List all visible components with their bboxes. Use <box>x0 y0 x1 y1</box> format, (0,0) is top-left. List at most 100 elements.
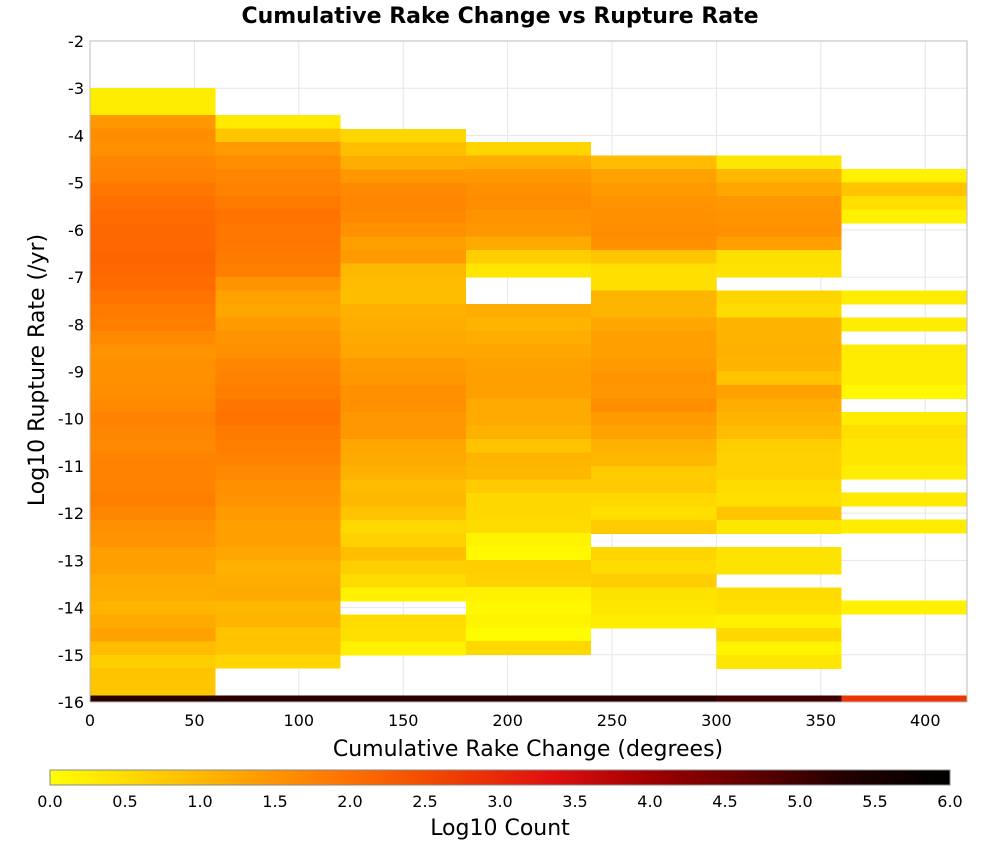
heatmap-cell <box>90 371 216 386</box>
y-tick-label: -13 <box>58 551 84 570</box>
heatmap-cell <box>215 357 341 372</box>
heatmap-cell <box>90 465 216 480</box>
heatmap-cell <box>90 438 216 453</box>
heatmap-cell <box>716 492 842 507</box>
heatmap-cell <box>340 412 466 427</box>
colorbar-tick-label: 5.5 <box>862 792 887 811</box>
heatmap-cell <box>591 425 717 440</box>
heatmap-cell <box>340 209 466 224</box>
heatmap-cell <box>340 546 466 561</box>
heatmap-cell <box>716 412 842 427</box>
y-axis-label: Log10 Rupture Rate (/yr) <box>25 234 50 506</box>
heatmap-cell <box>215 263 341 278</box>
heatmap-cell <box>591 695 717 703</box>
heatmap-cell <box>841 492 967 507</box>
heatmap-cell <box>716 398 842 413</box>
heatmap-cell <box>90 546 216 561</box>
heatmap-cell <box>841 209 967 224</box>
heatmap-cell <box>716 155 842 170</box>
heatmap-cell <box>465 506 592 521</box>
heatmap-cell <box>340 506 466 521</box>
heatmap-cell <box>465 438 592 453</box>
heatmap-cell <box>591 600 717 615</box>
heatmap-cell <box>591 331 717 346</box>
heatmap-cell <box>716 223 842 238</box>
colorbar-tick-label: 1.0 <box>187 792 212 811</box>
heatmap-cell <box>90 344 216 359</box>
heatmap-cell <box>90 169 216 184</box>
heatmap-cell <box>340 520 466 534</box>
x-tick-label: 100 <box>284 711 315 730</box>
heatmap-cell <box>90 600 216 615</box>
heatmap-cell <box>465 587 592 602</box>
heatmap-cell <box>841 357 967 372</box>
heatmap-cell <box>716 344 842 359</box>
heatmap-cell <box>90 411 216 426</box>
x-tick-label: 150 <box>388 711 419 730</box>
heatmap-cell <box>215 398 341 413</box>
y-tick-label: -12 <box>58 504 84 523</box>
heatmap-cell <box>465 479 592 494</box>
heatmap-cell <box>716 439 842 453</box>
heatmap-cell <box>90 209 216 224</box>
heatmap-cell <box>340 358 466 373</box>
heatmap-cell <box>591 236 717 251</box>
heatmap-cell <box>716 209 842 224</box>
heatmap-cell <box>340 614 466 629</box>
heatmap-cell <box>340 290 466 305</box>
y-tick-label: -16 <box>58 693 84 712</box>
heatmap-cell <box>465 303 592 318</box>
heatmap-cell <box>841 290 967 305</box>
heatmap-cell <box>716 641 842 656</box>
heatmap-cell <box>215 519 341 534</box>
heatmap-cell <box>340 317 466 332</box>
heatmap-cell <box>716 654 842 669</box>
heatmap-cell <box>90 627 216 642</box>
heatmap-cell <box>215 533 341 548</box>
heatmap-cell <box>340 196 466 211</box>
colorbar-label: Log10 Count <box>430 816 570 841</box>
heatmap-cell <box>215 695 341 703</box>
heatmap-cell <box>215 344 341 359</box>
heatmap-cell <box>215 425 341 440</box>
colorbar-ticks: 0.0 0.5 1.0 1.5 2.0 2.5 3.0 3.5 4.0 4.5 5.0 5.5 6.0 <box>37 792 962 811</box>
heatmap-cell <box>340 250 466 265</box>
heatmap-cell <box>340 155 466 170</box>
heatmap-cell <box>465 384 592 399</box>
heatmap-cell <box>90 384 216 399</box>
heatmap-cell <box>591 546 717 561</box>
heatmap-cell <box>591 250 717 265</box>
heatmap-cell <box>716 331 842 346</box>
colorbar-tick-label: 0.0 <box>37 792 62 811</box>
heatmap-cell <box>465 236 592 251</box>
heatmap-cell <box>591 196 717 211</box>
heatmap-cell <box>465 695 592 703</box>
heatmap-cell <box>215 560 341 575</box>
heatmap-cell <box>340 452 466 467</box>
heatmap-cell <box>215 627 341 642</box>
heatmap-cell <box>215 641 341 656</box>
heatmap-cell <box>591 317 717 332</box>
heatmap-cell <box>465 249 592 264</box>
heatmap-cell <box>215 276 341 291</box>
heatmap-cell <box>215 492 341 507</box>
heatmap-cell <box>465 344 592 359</box>
heatmap-cell <box>90 236 216 251</box>
heatmap-cell <box>841 411 967 426</box>
heatmap-cell <box>465 465 592 480</box>
heatmap-cell <box>215 587 341 602</box>
heatmap-cell <box>716 546 842 561</box>
heatmap-cell <box>465 371 592 386</box>
heatmap-cell <box>90 263 216 278</box>
heatmap-cell <box>90 398 216 413</box>
heatmap-cell <box>716 385 842 400</box>
heatmap-cell <box>90 223 216 238</box>
x-axis-label: Cumulative Rake Change (degrees) <box>333 737 723 762</box>
colorbar-tick-label: 2.0 <box>337 792 362 811</box>
heatmap-cell <box>215 411 341 426</box>
heatmap-cell <box>465 560 592 575</box>
heatmap-cell <box>716 290 842 305</box>
heatmap-cell <box>465 641 592 656</box>
heatmap-cell <box>215 330 341 345</box>
heatmap-cell <box>591 182 717 197</box>
